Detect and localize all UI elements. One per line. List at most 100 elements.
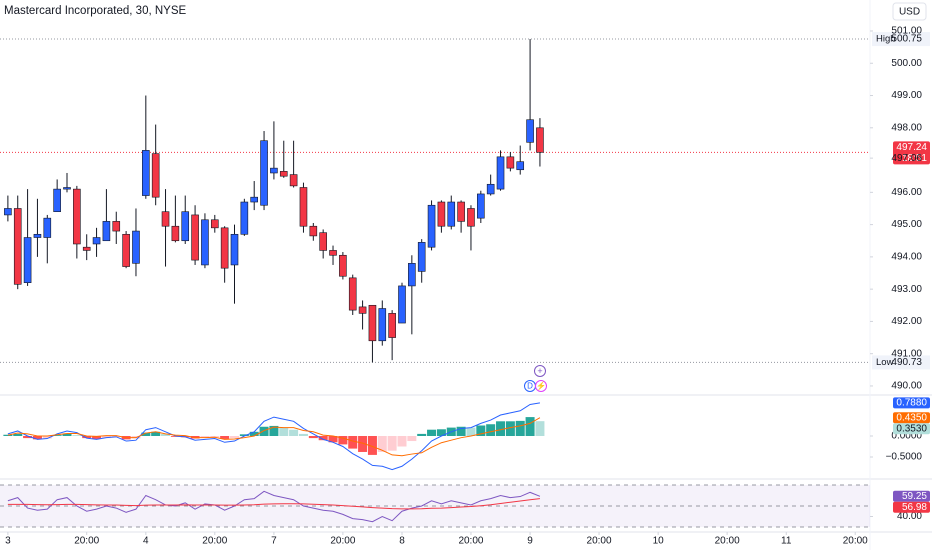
x-tick-label: 7 [271,536,277,547]
level-value: 500.75 [891,34,922,45]
candle-body [4,208,12,216]
candle-body [378,308,387,342]
candle-body [260,140,268,206]
y-tick-label: 0.0000 [891,431,922,442]
candle-body [358,306,367,314]
last-price: 497.24 [896,142,927,153]
value-tag [893,397,930,409]
last-price-tag [893,141,930,165]
level-name: High [876,34,896,45]
candle-body [92,237,101,245]
histogram-bar [200,436,210,438]
dividend-icon-glyph: D [527,382,533,391]
level-name: Low [876,357,894,368]
y-tick-label: 499.00 [891,90,922,101]
event-icon-glyph: + [537,366,542,376]
candle-body [82,246,91,251]
candle-body [516,161,525,171]
candle-body [299,187,308,227]
candle-body [230,233,239,266]
y-tick-label: 490.00 [891,381,922,392]
histogram-bar [417,433,427,436]
candle-body [486,183,495,195]
candle-body [447,201,456,227]
histogram-bar [220,436,230,439]
currency[interactable]: USD [899,7,920,18]
histogram-bar [279,427,289,436]
split-icon[interactable] [535,380,547,392]
candle-body [309,225,318,237]
candle-body [33,233,42,238]
histogram-bar [13,433,23,436]
candle-body [348,277,357,311]
x-tick-label: 20:00 [74,536,99,547]
histogram-bar [141,432,151,436]
candle-body [289,174,298,187]
histogram-bar [269,425,279,436]
histogram-bar [466,427,476,436]
histogram-bar [308,436,318,439]
y-tick-label: 501.00 [891,26,922,37]
candle-body [171,225,180,242]
value-tag-label: 59.25 [902,491,927,502]
candle-body [43,217,52,238]
histogram-bar [239,434,249,436]
value-tag-label: 0.7880 [896,398,927,409]
y-tick-label: 497.06 [891,153,922,164]
histogram-bar [62,433,72,436]
histogram-bar [505,421,515,436]
candle-body [536,127,544,153]
histogram-bar [92,436,102,439]
y-tick-label: 492.00 [891,316,922,327]
histogram-bar [456,426,466,436]
histogram-bar [151,431,161,436]
candle-body [506,156,515,169]
value-tag-label: 0.4350 [896,412,927,423]
indicator-line [7,490,541,523]
histogram-bar [23,436,33,439]
candle-body [339,254,347,277]
histogram-bar [436,429,446,436]
histogram-bar [397,436,407,447]
x-tick-label: 4 [143,536,149,547]
candle-body [329,250,337,256]
x-tick-label: 8 [399,536,405,547]
candle-body [201,219,209,266]
candle-body [408,263,416,287]
candle-body [13,208,22,285]
candle-body [398,285,406,324]
level-value: 490.73 [891,357,922,368]
y-tick-label: 491.00 [891,348,922,359]
y-tick-label: 493.00 [891,284,922,295]
x-tick-label: 20:00 [843,536,868,547]
candle-body [181,211,190,242]
candle-body [122,233,130,267]
indicator-line [7,498,540,510]
level-tag-bg [872,32,930,47]
histogram-bar [387,436,397,451]
x-tick-label: 10 [653,536,665,547]
currency-button[interactable] [892,2,927,21]
candle-body [496,156,505,190]
split-icon-glyph: ⚡ [536,381,546,391]
x-tick-label: 20:00 [330,536,355,547]
value-tag [893,423,930,435]
histogram-bar [101,436,111,439]
histogram-bar [82,436,92,439]
histogram-bar [289,429,299,436]
histogram-bar [298,433,308,436]
histogram-bar [407,436,417,442]
histogram-bar [515,420,525,436]
candle-body [319,232,327,251]
countdown: 18:51 [902,153,927,164]
candle-body [427,204,436,248]
x-tick-label: 20:00 [715,536,740,547]
candle-body [457,201,465,222]
histogram-bar [476,425,486,436]
histogram-bar [328,436,338,443]
histogram-bar [525,417,535,436]
value-tag [893,501,930,513]
candle-body [53,188,61,212]
event-icon[interactable] [534,365,546,377]
